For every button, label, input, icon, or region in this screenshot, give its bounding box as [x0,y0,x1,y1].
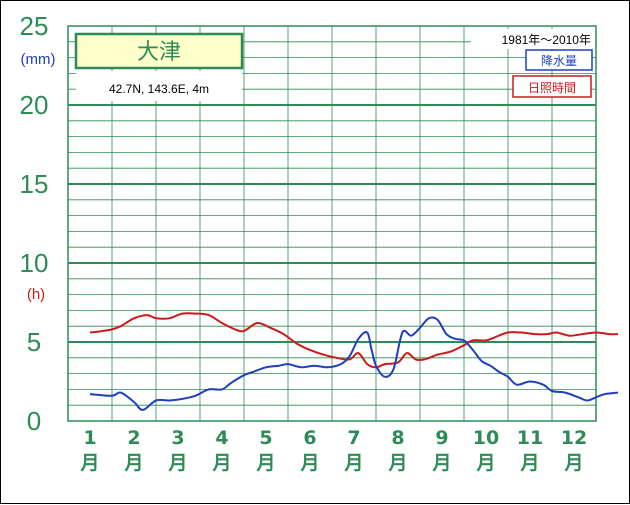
x-tick-month-unit: 月 [299,452,319,474]
legend-sunshine-box [512,75,592,98]
x-tick-month-unit: 月 [167,452,187,474]
legend-precip-box [525,49,593,71]
x-tick-month-number: 1 [83,427,96,449]
x-tick-month-number: 5 [259,427,272,449]
x-tick-month-unit: 月 [387,452,407,474]
title-box [74,32,244,70]
chart-title: 大津 [137,40,181,65]
x-tick-month-number: 11 [517,427,543,449]
x-tick-month-number: 4 [215,427,228,449]
x-tick-month-unit: 月 [255,452,275,474]
x-tick-month-number: 9 [435,427,448,449]
location-text: 42.7N, 143.6E, 4m [109,82,209,96]
period-text: 1981年〜2010年 [502,33,591,47]
x-tick-month-unit: 月 [519,452,539,474]
x-tick-month-unit: 月 [79,452,99,474]
series-line-precipitation [89,316,619,411]
y-tick-label: 0 [27,406,41,436]
x-tick-month-number: 8 [391,427,404,449]
x-tick-month-unit: 月 [475,452,495,474]
location-box [76,71,242,101]
y-unit-sunshine: (h) [27,286,45,303]
x-tick-month-unit: 月 [431,452,451,474]
x-tick-month-number: 3 [171,427,184,449]
series-line-sunshine [89,312,619,369]
y-tick-label: 5 [27,327,41,357]
x-tick-month-number: 10 [473,427,499,449]
series-layer [89,312,619,411]
x-tick-month-number: 12 [561,427,587,449]
x-tick-month-unit: 月 [123,452,143,474]
y-tick-label: 20 [20,90,49,120]
x-tick-month-number: 6 [303,427,316,449]
y-tick-label: 10 [20,248,49,278]
tick-layer: 0 5 10 15 20 25 1 月 2 月 3 月 4 月 5 月 6 月 7 月 8 月 9 月 10 月 11 月 12 月 [20,11,588,474]
x-tick-month-number: 7 [347,427,360,449]
x-tick-month-unit: 月 [211,452,231,474]
x-tick-month-unit: 月 [343,452,363,474]
x-tick-month-number: 2 [127,427,140,449]
legend-sunshine: 日照時間 [528,81,576,95]
period-box [471,29,595,49]
legend-precip: 降水量 [541,54,577,68]
y-unit-precip: (mm) [21,51,56,68]
y-tick-label: 15 [20,169,49,199]
x-tick-month-unit: 月 [563,452,583,474]
y-tick-label: 25 [20,11,49,41]
